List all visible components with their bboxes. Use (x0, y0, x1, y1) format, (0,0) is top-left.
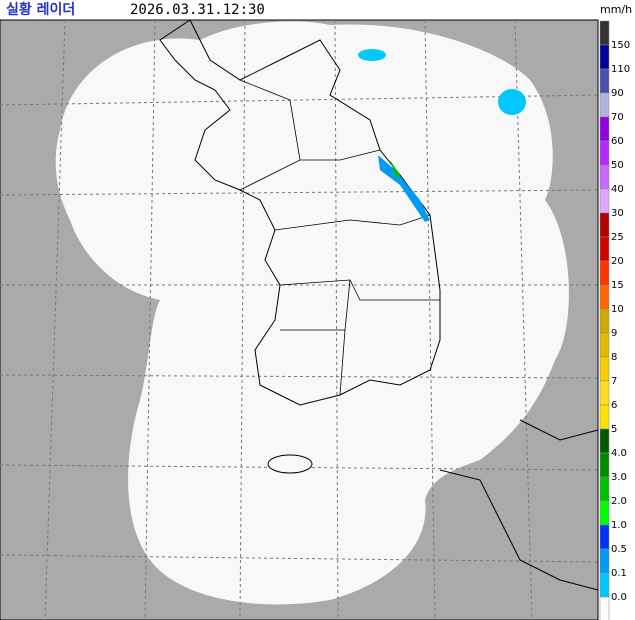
legend-swatch (599, 308, 610, 334)
legend-label: 110 (611, 64, 630, 75)
legend-swatch (599, 164, 610, 190)
legend-swatch (599, 116, 610, 142)
legend-label: 2.0 (611, 496, 627, 507)
legend-swatch (599, 356, 610, 382)
legend-label: 25 (611, 232, 624, 243)
legend-swatch (599, 284, 610, 310)
legend-label: 4.0 (611, 448, 627, 459)
legend-label: 5 (611, 424, 617, 435)
regions (239, 79, 440, 396)
legend-label: 6 (611, 400, 617, 411)
legend-swatch (599, 548, 610, 574)
legend-label: 1.0 (611, 520, 627, 531)
legend-label: 7 (611, 376, 617, 387)
legend-label: 90 (611, 88, 624, 99)
legend-swatch (599, 404, 610, 430)
japan-coast (439, 419, 599, 591)
legend-swatch (599, 140, 610, 166)
grid (0, 19, 599, 620)
coastline (159, 19, 441, 406)
legend-label: 0.0 (611, 592, 627, 603)
legend-label: 20 (611, 256, 624, 267)
legend-swatch (599, 428, 610, 454)
legend-label: 8 (611, 352, 617, 363)
legend-swatch (599, 452, 610, 478)
legend-swatch (599, 596, 610, 620)
legend-swatch (599, 212, 610, 238)
legend-label: 40 (611, 184, 624, 195)
legend-swatch (599, 44, 610, 70)
radar-coverage (55, 21, 569, 605)
legend-label: 150 (611, 40, 630, 51)
legend-label: 50 (611, 160, 624, 171)
timestamp: 2026.03.31.12:30 (130, 2, 265, 18)
legend-label: 60 (611, 136, 624, 147)
legend-label: 9 (611, 328, 617, 339)
legend-swatch (599, 92, 610, 118)
legend-label: 70 (611, 112, 624, 123)
legend-label: 3.0 (611, 472, 627, 483)
legend-swatch (599, 20, 610, 46)
legend-label: 10 (611, 304, 624, 315)
legend-swatch (599, 188, 610, 214)
legend-swatch (599, 500, 610, 526)
legend-swatch (599, 572, 610, 598)
legend-label: 15 (611, 280, 624, 291)
legend-swatch (599, 476, 610, 502)
legend-swatch (599, 68, 610, 94)
precipitation (358, 49, 526, 222)
jeju (267, 454, 313, 474)
legend-label: 0.5 (611, 544, 627, 555)
legend-swatch (599, 332, 610, 358)
legend-swatch (599, 380, 610, 406)
legend-swatch (599, 236, 610, 262)
legend-label: 30 (611, 208, 624, 219)
legend-swatch (599, 524, 610, 550)
legend-unit: mm/h (600, 3, 633, 16)
legend-swatch (599, 260, 610, 286)
page-title: 실황 레이더 (6, 2, 76, 18)
legend-label: 0.1 (611, 568, 627, 579)
